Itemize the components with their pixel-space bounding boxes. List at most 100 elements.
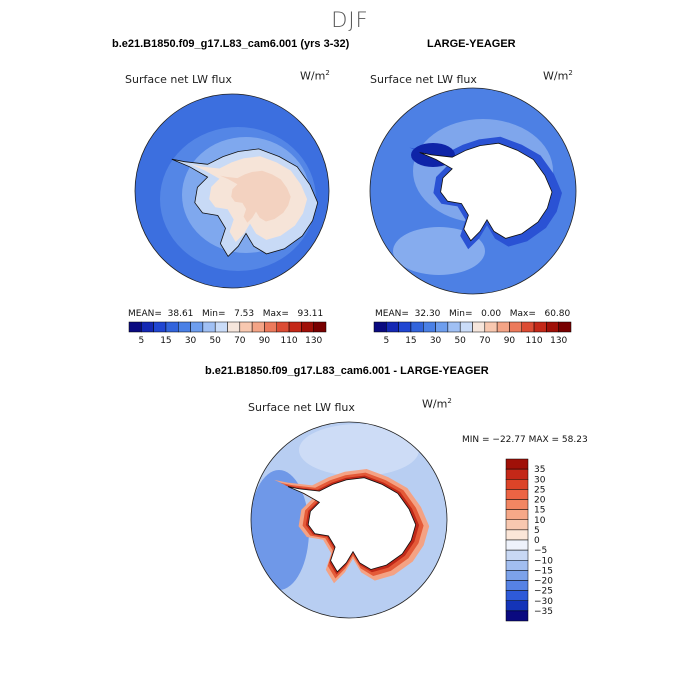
colorbar-tick-label: −35 xyxy=(534,607,553,617)
coastline xyxy=(171,148,319,258)
colorbar-swatch xyxy=(128,321,142,333)
colorbar-swatch xyxy=(505,560,529,571)
colorbar-tick-label: 15 xyxy=(160,336,171,346)
colorbar-tick-label: 30 xyxy=(534,475,546,485)
colorbar-swatch xyxy=(227,321,241,333)
map-fill-top-right xyxy=(370,88,576,294)
colorbar-tick-label: 50 xyxy=(209,336,221,346)
colorbar-swatch xyxy=(505,458,529,470)
colorbar-swatch xyxy=(505,580,529,591)
colorbar-tick-label: 30 xyxy=(430,336,442,346)
colorbar-swatch xyxy=(505,489,529,500)
coastline xyxy=(419,142,553,242)
colorbar-swatch xyxy=(505,519,529,531)
colorbar-tick-label: 15 xyxy=(534,506,545,516)
colorbar-top-right: 5 15 30 50 70 90 110 130 xyxy=(373,321,572,346)
colorbar-swatch xyxy=(301,321,314,333)
colorbar-tick-label: 5 xyxy=(138,336,144,346)
colorbar-swatch xyxy=(505,570,529,581)
colorbar-top-left: 5 15 30 50 70 90 110 130 xyxy=(128,321,327,346)
colorbar-swatch xyxy=(505,468,529,480)
colorbar-tick-label: 30 xyxy=(185,336,197,346)
colorbar-tick-label: −10 xyxy=(534,556,553,566)
colorbar-swatch xyxy=(505,499,529,510)
colorbar-tick-label: −15 xyxy=(534,566,553,576)
colorbar-swatch xyxy=(178,321,191,333)
stats-top-left: MEAN= 38.61 Min= 7.53 Max= 93.11 xyxy=(128,309,324,319)
units-label-top-left: W/m2 xyxy=(300,69,330,83)
map-bottom xyxy=(250,421,448,619)
colorbar-swatch xyxy=(373,321,387,333)
colorbar-swatch xyxy=(190,321,204,333)
map-fill-top-left xyxy=(135,94,329,288)
ocean-patch xyxy=(393,227,485,275)
ocean-patch xyxy=(299,424,419,476)
land-mask xyxy=(419,143,552,241)
panel-title-top-right: LARGE-YEAGER xyxy=(427,38,516,50)
colorbar-swatch xyxy=(505,590,529,601)
colorbar-swatch xyxy=(410,321,424,333)
colorbar-swatch xyxy=(276,321,290,333)
colorbar-swatch xyxy=(558,321,572,333)
stats-top-right: MEAN= 32.30 Min= 0.00 Max= 60.80 xyxy=(375,309,571,319)
colorbar-tick-label: −20 xyxy=(534,577,553,587)
colorbar-swatch xyxy=(141,321,154,333)
colorbar-swatch xyxy=(386,321,399,333)
colorbar-swatch xyxy=(505,479,529,490)
colorbar-tick-label: 110 xyxy=(280,336,297,346)
map-border xyxy=(369,87,577,295)
units-label-top-right: W/m2 xyxy=(543,69,573,83)
colorbar-swatch xyxy=(423,321,436,333)
panel-title-top-left: b.e21.B1850.f09_g17.L83_cam6.001 (yrs 3-… xyxy=(112,38,350,50)
colorbar-tick-label: −25 xyxy=(534,587,553,597)
colorbar-tick-label: −5 xyxy=(534,546,547,556)
colorbar-tick-label: 130 xyxy=(305,336,322,346)
colorbar-tick-label: 35 xyxy=(534,465,545,475)
variable-label-top-left: Surface net LW flux xyxy=(125,73,232,86)
variable-label-bottom: Surface net LW flux xyxy=(248,401,355,414)
colorbar-swatch xyxy=(505,600,529,612)
colorbar-tick-label: 25 xyxy=(534,485,545,495)
coastline xyxy=(287,477,417,573)
map-border xyxy=(250,421,448,619)
colorbar-tick-label: 5 xyxy=(534,526,540,536)
colorbar-swatch xyxy=(496,321,510,333)
land-mask xyxy=(288,477,416,572)
colorbar-swatch xyxy=(447,321,461,333)
colorbar-swatch xyxy=(546,321,559,333)
units-label-bottom: W/m2 xyxy=(422,397,452,411)
colorbar-swatch xyxy=(505,509,529,520)
colorbar-swatch xyxy=(484,321,498,333)
colorbar-tick-label: 90 xyxy=(504,336,516,346)
colorbar-tick-label: −30 xyxy=(534,597,553,607)
colorbar-tick-label: 110 xyxy=(525,336,542,346)
page-title: DJF xyxy=(331,8,369,32)
map-top-left xyxy=(134,93,330,289)
colorbar-tick-label: 50 xyxy=(454,336,466,346)
colorbar-swatch xyxy=(202,321,216,333)
colorbar-swatch xyxy=(459,321,473,333)
colorbar-tick-label: 10 xyxy=(534,516,546,526)
colorbar-swatch xyxy=(313,321,327,333)
colorbar-swatch xyxy=(264,321,277,333)
stats-bottom: MIN = −22.77 MAX = 58.23 xyxy=(462,435,588,445)
colorbar-swatch xyxy=(505,539,529,551)
colorbar-swatch xyxy=(533,321,547,333)
ocean-patch xyxy=(251,470,309,590)
colorbar-swatch xyxy=(505,549,529,561)
colorbar-swatch xyxy=(288,321,302,333)
colorbar-swatch xyxy=(153,321,167,333)
colorbar-tick-label: 70 xyxy=(479,336,491,346)
colorbar-tick-label: 5 xyxy=(383,336,389,346)
colorbar-swatch xyxy=(239,321,253,333)
colorbar-swatch xyxy=(398,321,412,333)
variable-label-top-right: Surface net LW flux xyxy=(370,73,477,86)
map-fill-bottom xyxy=(251,422,447,618)
colorbar-swatch xyxy=(214,321,228,333)
map-top-right xyxy=(369,87,577,295)
colorbar-swatch xyxy=(521,321,535,333)
colorbar-tick-label: 130 xyxy=(550,336,567,346)
colorbar-tick-label: 0 xyxy=(534,536,540,546)
colorbar-tick-label: 70 xyxy=(234,336,246,346)
